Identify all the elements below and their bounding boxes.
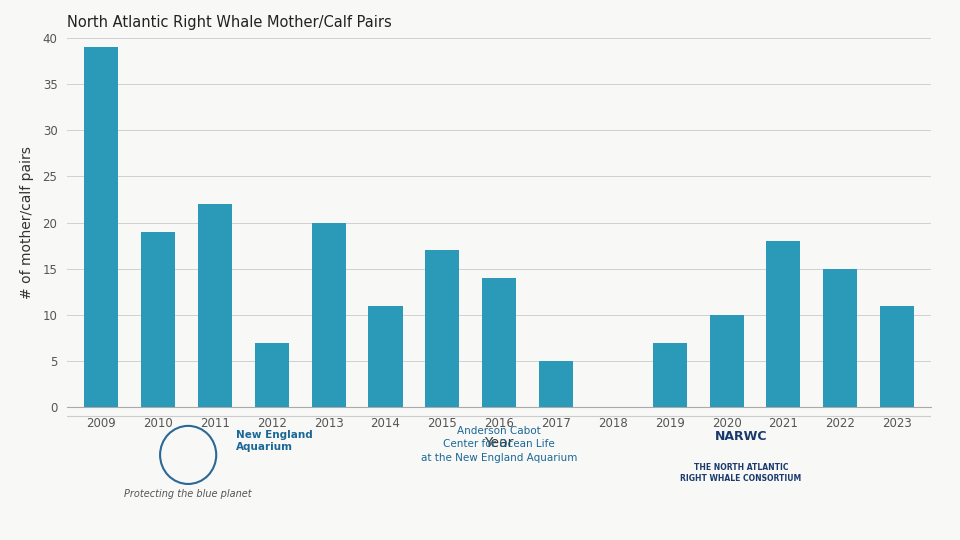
Text: Anderson Cabot
Center for Ocean Life
at the New England Aquarium: Anderson Cabot Center for Ocean Life at … xyxy=(421,426,577,463)
Bar xyxy=(141,232,175,407)
Text: Protecting the blue planet: Protecting the blue planet xyxy=(125,489,252,499)
X-axis label: Year: Year xyxy=(485,436,514,450)
Text: New England
Aquarium: New England Aquarium xyxy=(236,430,312,453)
Bar xyxy=(823,269,857,407)
Bar xyxy=(766,241,801,407)
Bar xyxy=(84,47,118,407)
Text: NARWC: NARWC xyxy=(715,430,767,443)
Bar xyxy=(198,204,232,407)
Bar xyxy=(482,278,516,407)
Y-axis label: # of mother/calf pairs: # of mother/calf pairs xyxy=(20,146,35,299)
Bar xyxy=(539,361,573,407)
Bar xyxy=(425,251,460,407)
Text: THE NORTH ATLANTIC
RIGHT WHALE CONSORTIUM: THE NORTH ATLANTIC RIGHT WHALE CONSORTIU… xyxy=(681,463,802,483)
Bar xyxy=(312,222,346,407)
Bar xyxy=(653,343,686,407)
Bar xyxy=(369,306,402,407)
Bar xyxy=(254,343,289,407)
Text: North Atlantic Right Whale Mother/Calf Pairs: North Atlantic Right Whale Mother/Calf P… xyxy=(67,15,392,30)
Bar xyxy=(709,315,744,407)
Bar xyxy=(880,306,914,407)
